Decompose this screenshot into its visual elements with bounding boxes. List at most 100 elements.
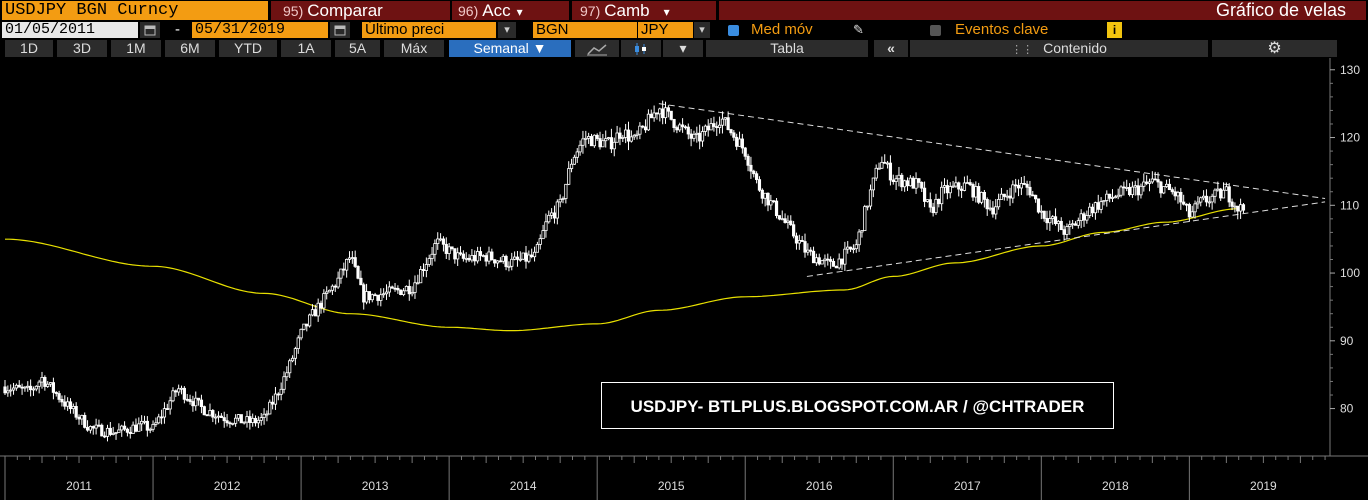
candle-body — [954, 182, 958, 187]
candle-body — [413, 282, 417, 293]
actions-menu[interactable]: 96) Acc ▾ — [452, 1, 569, 20]
period-5y-button[interactable]: 5A — [335, 40, 380, 57]
candle-body — [379, 294, 383, 301]
period-1m-button[interactable]: 1M — [111, 40, 161, 57]
candle-body — [179, 387, 184, 390]
compare-menu[interactable]: 95) Comparar — [271, 1, 450, 20]
end-calendar-icon[interactable] — [330, 22, 350, 38]
candle-body — [595, 134, 599, 139]
candle-body — [1136, 185, 1140, 196]
candle-body — [419, 269, 423, 284]
candle-body — [458, 252, 463, 255]
candle-body — [214, 416, 218, 419]
candle-body — [999, 193, 1004, 200]
candle-body — [401, 290, 406, 295]
ticker-field[interactable]: USDJPY BGN Curncy — [2, 1, 268, 20]
candle-body — [843, 248, 847, 265]
candle-body — [1002, 193, 1006, 197]
candle-body — [393, 287, 397, 290]
candle-body — [624, 129, 628, 138]
candle-body — [777, 215, 781, 220]
collapse-icon[interactable]: « — [874, 40, 908, 57]
candle-body — [265, 413, 269, 416]
price-axis: 80 90 100 110 120 130 — [1330, 63, 1360, 416]
start-calendar-icon[interactable] — [140, 22, 160, 38]
time-axis: 2011 2012 2013 2014 2015 2016 2017 2018 2019 — [4, 456, 1326, 500]
candle-body — [1167, 183, 1172, 191]
candle-body — [273, 393, 278, 405]
period-ytd-button[interactable]: YTD — [219, 40, 277, 57]
source-field[interactable]: BGN — [533, 22, 637, 38]
candle-body — [245, 416, 249, 423]
candle-body — [877, 167, 881, 170]
candle-body — [441, 238, 446, 245]
candle-body — [931, 206, 935, 214]
candle-body — [253, 417, 258, 424]
candle-body — [914, 178, 918, 189]
candle-body — [387, 286, 391, 293]
candle-body — [256, 419, 260, 424]
moving-average-checkbox[interactable] — [728, 25, 739, 36]
frequency-dropdown[interactable]: Semanal ▼ — [449, 40, 571, 57]
price-field-dropdown-icon[interactable]: ▾ — [498, 22, 516, 38]
candle-body — [891, 179, 895, 182]
candle-body — [897, 174, 901, 180]
candle-style-icon[interactable] — [621, 40, 661, 57]
candle-body — [174, 390, 178, 393]
candle-body — [498, 260, 502, 263]
content-button[interactable]: ⋮⋮ Contenido — [910, 40, 1208, 57]
candle-body — [305, 323, 309, 327]
info-icon[interactable]: i — [1107, 22, 1122, 38]
chart-toolbar: 1D 3D 1M 6M YTD 1A 5A Máx Semanal ▼ ▾ Ta… — [0, 39, 1368, 58]
candle-body — [111, 432, 115, 435]
candle-body — [470, 254, 474, 261]
candle-body — [1068, 224, 1072, 228]
candle-body — [649, 113, 653, 119]
period-3d-button[interactable]: 3D — [57, 40, 107, 57]
candle-body — [142, 420, 147, 423]
period-6m-button[interactable]: 6M — [165, 40, 215, 57]
candle-body — [718, 124, 722, 129]
price-field-select[interactable]: Último preci — [362, 22, 496, 38]
period-1d-button[interactable]: 1D — [5, 40, 53, 57]
start-date-field[interactable]: 01/05/2011 — [2, 22, 138, 38]
period-max-button[interactable]: Máx — [384, 40, 444, 57]
candle-body — [362, 284, 366, 303]
currency-field[interactable]: JPY — [638, 22, 693, 38]
candle-body — [94, 424, 98, 429]
currency-dropdown-icon[interactable]: ▾ — [694, 22, 710, 38]
settings-gear-icon[interactable]: ⚙ — [1212, 40, 1337, 57]
candle-body — [23, 386, 27, 389]
y-tick-label: 130 — [1340, 63, 1360, 77]
candle-body — [159, 416, 164, 419]
edit-pencil-icon[interactable]: ✎ — [853, 22, 864, 37]
period-1y-button[interactable]: 1A — [281, 40, 331, 57]
candle-body — [888, 162, 893, 181]
table-button[interactable]: Tabla — [706, 40, 868, 57]
chart-style-dropdown-icon[interactable]: ▾ — [663, 40, 703, 57]
key-events-checkbox[interactable] — [930, 25, 941, 36]
candle-body — [971, 184, 975, 198]
candle-body — [376, 294, 380, 301]
candle-body — [706, 125, 710, 131]
trendline-2 — [806, 201, 1326, 277]
candle-body — [347, 257, 352, 260]
candle-body — [626, 129, 631, 142]
candle-body — [820, 260, 824, 265]
candle-body — [196, 397, 201, 401]
change-menu[interactable]: 97) Camb ▾ — [572, 1, 716, 20]
end-date-field[interactable]: 05/31/2019 — [192, 22, 328, 38]
candle-body — [1133, 185, 1137, 188]
candle-body — [615, 132, 619, 143]
candle-body — [384, 291, 389, 295]
line-chart-icon[interactable] — [575, 40, 619, 57]
candle-body — [399, 289, 403, 295]
candle-body — [786, 220, 790, 223]
candle-body — [493, 259, 497, 264]
candle-body — [749, 164, 753, 172]
candle-body — [168, 400, 172, 410]
candle-body — [868, 189, 873, 207]
candle-body — [282, 376, 286, 390]
candle-body — [658, 108, 662, 115]
